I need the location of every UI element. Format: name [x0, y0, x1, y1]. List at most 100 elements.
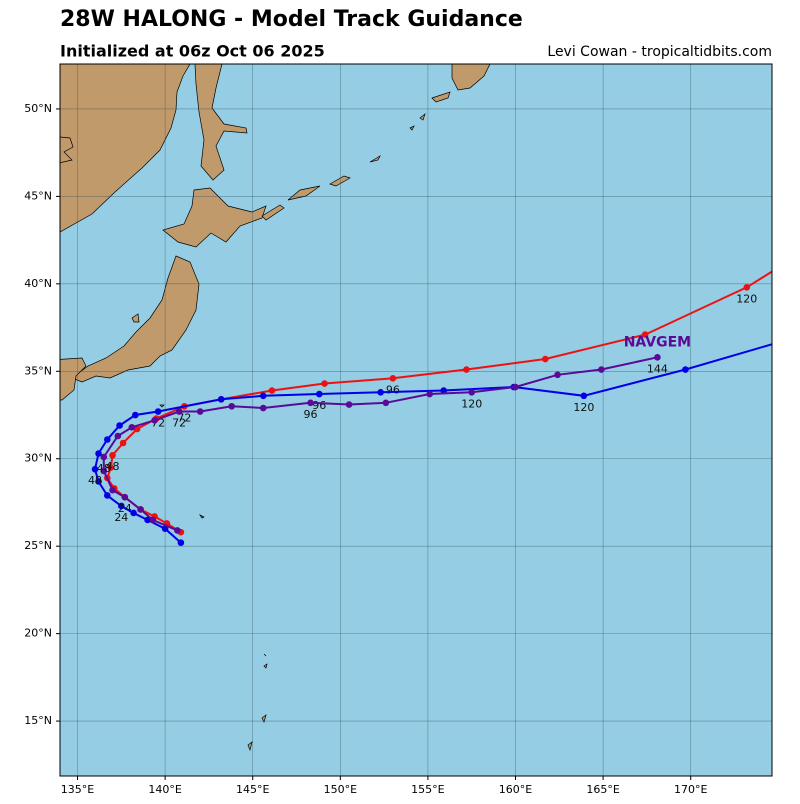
track-point: [116, 422, 123, 429]
track-point: [377, 388, 384, 396]
track-point: [119, 439, 127, 447]
track-point: [468, 388, 476, 396]
hour-label: 96: [304, 408, 318, 421]
track-point: [175, 408, 183, 415]
kyushu: [60, 357, 87, 401]
track-point: [426, 390, 433, 398]
subtitle: Initialized at 06z Oct 06 2025: [60, 42, 325, 61]
x-tick-label: 150°E: [324, 783, 357, 796]
x-tick-label: 160°E: [499, 783, 532, 796]
x-tick-label: 140°E: [148, 783, 181, 796]
track-point: [151, 416, 158, 424]
hour-label: 120: [573, 401, 594, 414]
ocean: [60, 64, 772, 776]
grid: [60, 64, 772, 776]
track-point: [95, 450, 102, 457]
track-point: [682, 366, 689, 373]
y-tick-label: 45°N: [24, 189, 52, 202]
sakhalin: [194, 64, 248, 181]
track-point: [154, 408, 162, 415]
track-point: [95, 478, 102, 485]
hour-label: 24: [114, 511, 128, 524]
track-point: [107, 464, 115, 471]
track-point: [109, 486, 116, 494]
hour-label: 48: [88, 474, 102, 487]
hour-label: 24: [118, 502, 132, 515]
track-point: [100, 453, 108, 461]
track-line: [93, 343, 772, 544]
track-point: [315, 390, 323, 398]
x-tick-label: 135°E: [61, 783, 94, 796]
hour-label: 48: [97, 462, 111, 475]
track-point: [541, 355, 549, 363]
y-tick-label: 40°N: [24, 277, 52, 290]
hour-label: 48: [106, 460, 120, 473]
hour-label: 72: [172, 417, 186, 430]
track-point: [259, 404, 267, 412]
korea: [60, 136, 74, 164]
kamchatka: [451, 64, 491, 91]
track-point: [130, 509, 137, 517]
track-point: [104, 436, 111, 443]
hokkaido: [162, 187, 267, 248]
islands: [131, 313, 268, 752]
track-point: [580, 392, 588, 400]
x-tick-label: 170°E: [674, 783, 707, 796]
track-point: [149, 516, 157, 524]
y-tick-label: 15°N: [24, 714, 52, 727]
track-point: [743, 284, 751, 291]
track-point: [440, 387, 447, 394]
track-point: [786, 258, 793, 265]
mainland: [60, 64, 191, 233]
track-point: [177, 539, 185, 546]
track-point: [161, 525, 169, 532]
track-point: [512, 383, 519, 391]
hour-label: 96: [386, 383, 400, 396]
track-point: [389, 374, 397, 382]
track-point: [641, 331, 649, 338]
credit: Levi Cowan - tropicaltidbits.com: [547, 44, 772, 60]
track-point: [137, 506, 144, 513]
track-point: [554, 371, 561, 379]
hour-label: 144: [647, 362, 668, 375]
track-point: [100, 467, 108, 475]
track-point: [796, 333, 800, 340]
track-point: [114, 432, 122, 440]
track-point: [307, 399, 314, 407]
y-tick-label: 30°N: [24, 452, 52, 465]
track-point: [268, 387, 276, 394]
track-point: [132, 411, 139, 419]
hour-label: 120: [461, 397, 482, 410]
frame: [59, 63, 773, 777]
y-tick-label: 25°N: [24, 539, 52, 552]
title: 28W HALONG - Model Track Guidance: [60, 7, 523, 32]
track-point: [121, 493, 129, 501]
track-point: [654, 353, 661, 361]
track-point: [118, 502, 125, 510]
x-tick-label: 165°E: [586, 783, 619, 796]
hour-label: 120: [736, 292, 757, 305]
track-point: [104, 492, 111, 499]
track-point: [217, 395, 225, 403]
x-tick-label: 155°E: [411, 783, 444, 796]
track-point: [144, 516, 151, 524]
track-point: [321, 380, 328, 387]
track-point: [196, 408, 204, 415]
track-point: [228, 402, 235, 410]
y-tick-label: 35°N: [24, 364, 52, 377]
land: [60, 64, 491, 752]
track-point: [259, 392, 267, 400]
track-point: [174, 527, 181, 534]
track-point: [463, 366, 470, 373]
model-name: NAVGEM: [624, 334, 691, 350]
y-tick-label: 20°N: [24, 627, 52, 640]
track-point: [345, 401, 353, 408]
kurils: [261, 91, 451, 221]
track-point: [128, 423, 136, 431]
track-point: [109, 451, 116, 459]
x-tick-label: 145°E: [236, 783, 269, 796]
track-point: [382, 399, 390, 407]
honshu: [71, 255, 200, 383]
